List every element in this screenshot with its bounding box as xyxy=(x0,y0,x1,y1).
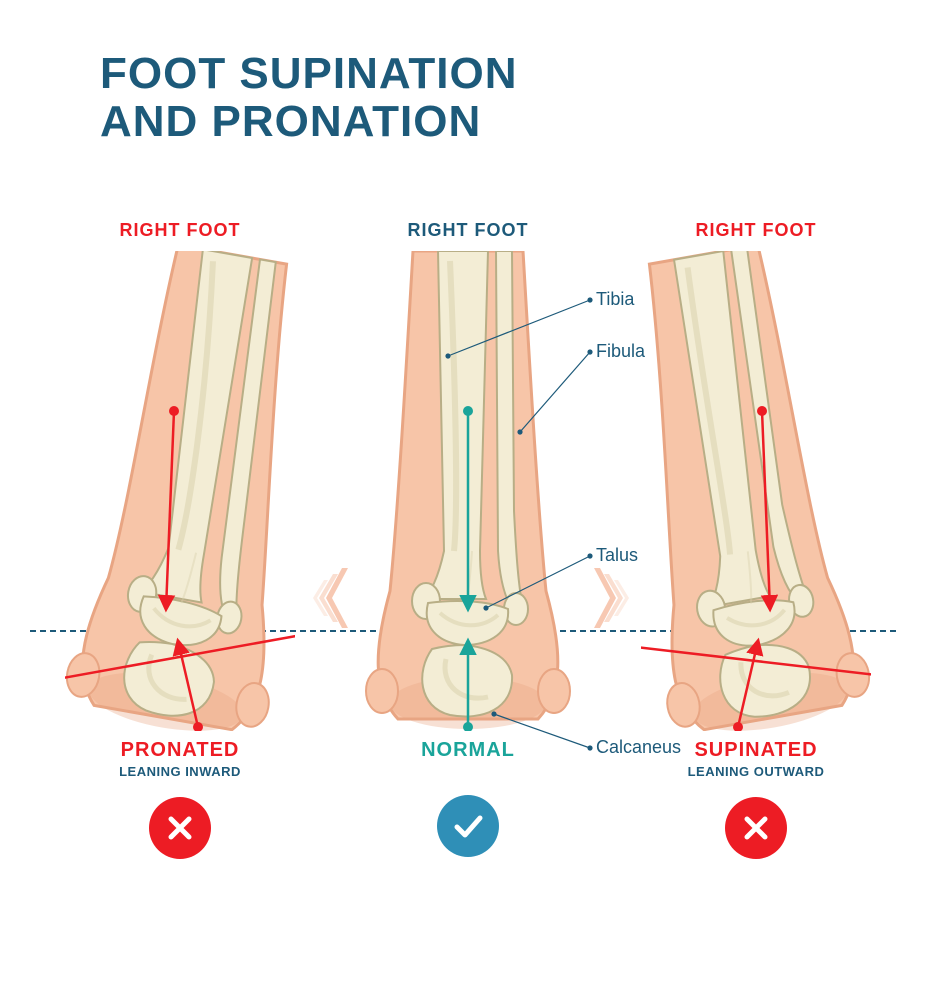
foot-illustration xyxy=(30,251,330,731)
motion-arrow-right-icon xyxy=(592,568,632,633)
panel-subcaption: LEANING INWARD xyxy=(30,764,330,779)
panel-pronated: RIGHT FOOT xyxy=(30,220,330,859)
panel-caption: PRONATED xyxy=(30,739,330,762)
panel-caption: NORMAL xyxy=(318,739,618,762)
anatomy-label-calcaneus: Calcaneus xyxy=(596,737,681,758)
anatomy-label-talus: Talus xyxy=(596,545,638,566)
anatomy-label-tibia: Tibia xyxy=(596,289,634,310)
foot-illustration xyxy=(606,251,906,731)
cross-icon xyxy=(725,797,787,859)
diagram-title: FOOT SUPINATION AND PRONATION xyxy=(100,50,518,147)
panel-header: RIGHT FOOT xyxy=(606,220,906,241)
panel-subcaption: LEANING OUTWARD xyxy=(606,764,906,779)
panel-header: RIGHT FOOT xyxy=(318,220,618,241)
panel-normal: RIGHT FOOT xyxy=(318,220,618,857)
panels-container: RIGHT FOOT xyxy=(0,220,926,920)
foot-illustration xyxy=(318,251,618,731)
cross-icon xyxy=(149,797,211,859)
title-line1: FOOT SUPINATION xyxy=(100,50,518,98)
motion-arrow-left-icon xyxy=(310,568,350,633)
anatomy-label-fibula: Fibula xyxy=(596,341,645,362)
title-line2: AND PRONATION xyxy=(100,98,518,146)
panel-supinated: RIGHT FOOT xyxy=(606,220,906,859)
check-icon xyxy=(437,795,499,857)
panel-header: RIGHT FOOT xyxy=(30,220,330,241)
